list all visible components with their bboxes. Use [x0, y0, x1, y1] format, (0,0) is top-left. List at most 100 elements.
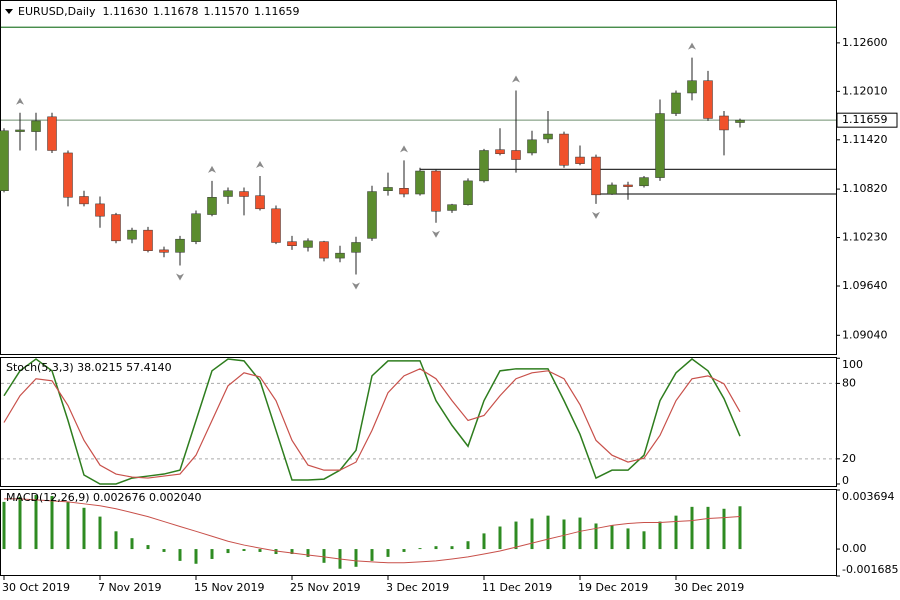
fractal-up: [208, 165, 216, 173]
macd-bar: [418, 548, 422, 550]
fractal-down: [176, 273, 184, 281]
macd-bar: [722, 508, 726, 550]
y-tick-label: 1.12010: [842, 84, 888, 97]
fractal-down: [432, 230, 440, 238]
menu-triangle[interactable]: [5, 9, 13, 14]
macd-bar: [626, 528, 630, 550]
candle-body: [207, 197, 217, 215]
macd-panel-frame: [0, 489, 837, 576]
candle-body: [287, 241, 297, 247]
macd-bar: [66, 501, 70, 550]
macd-bar: [674, 515, 678, 550]
candle-body: [415, 170, 425, 195]
high-label: 1.11678: [153, 5, 199, 18]
macd-bar: [18, 496, 22, 550]
macd-bar: [50, 495, 54, 550]
macd-bar: [162, 549, 166, 552]
candle-body: [591, 156, 601, 196]
candle-body: [319, 241, 329, 259]
y-tick-label: 20: [842, 452, 856, 465]
candle-body: [47, 116, 57, 151]
y-tick-label: 0.00: [842, 542, 867, 555]
macd-bar: [274, 549, 278, 555]
candle-body: [63, 152, 73, 198]
candle-body: [383, 187, 393, 191]
macd-bar: [402, 549, 406, 552]
macd-bar: [434, 546, 438, 550]
macd-bar: [610, 525, 614, 550]
indicator-line: [3, 368, 741, 479]
fractal-down: [352, 282, 360, 290]
macd-bar: [98, 516, 102, 550]
candle-body: [639, 177, 649, 187]
candle-body: [367, 191, 377, 239]
candle-body: [543, 133, 553, 140]
macd-bar: [226, 549, 230, 554]
candle-body: [719, 115, 729, 131]
macd-bar: [258, 549, 262, 552]
y-tick-label: 1.09640: [842, 279, 888, 292]
candle-body: [175, 238, 185, 253]
candle-body: [527, 139, 537, 154]
candle-body: [351, 242, 361, 253]
candle-body: [495, 149, 505, 155]
macd-bar: [450, 546, 454, 550]
macd-bar: [642, 531, 646, 550]
candle-body: [463, 180, 473, 205]
x-tick-label: 7 Nov 2019: [98, 581, 161, 594]
x-tick-label: 11 Dec 2019: [482, 581, 552, 594]
candle-body: [0, 130, 9, 191]
symbol-title: EURUSD,Daily: [18, 5, 96, 18]
macd-bar: [594, 523, 598, 550]
candle-body: [399, 188, 409, 195]
candle-body: [271, 208, 281, 243]
macd-title: MACD(12,26,9) 0.002676 0.002040: [6, 491, 202, 504]
x-tick-label: 30 Dec 2019: [674, 581, 744, 594]
candle-body: [511, 150, 521, 160]
macd-bar: [514, 521, 518, 550]
fractal-up: [688, 42, 696, 50]
candle-body: [143, 229, 153, 251]
candle-body: [703, 80, 713, 119]
candle-body: [127, 229, 137, 240]
stoch-title: Stoch(5,3,3) 38.0215 57.4140: [6, 361, 172, 374]
chart-header: EURUSD,Daily 1.11630 1.11678 1.11570 1.11659: [18, 5, 299, 18]
macd-bar: [386, 549, 390, 557]
candle-body: [15, 129, 25, 132]
close-label: 1.11659: [254, 5, 300, 18]
y-tick-label: -0.001685: [842, 563, 898, 576]
macd-bar: [34, 495, 38, 550]
macd-bar: [498, 526, 502, 550]
macd-bar: [658, 521, 662, 550]
candle-body: [671, 92, 681, 114]
stoch-panel-frame: [0, 357, 837, 487]
macd-bar: [354, 549, 358, 567]
macd-bar: [146, 545, 150, 550]
macd-bar: [306, 549, 310, 557]
candle-body: [607, 184, 617, 195]
macd-bar: [194, 549, 198, 564]
macd-bar: [210, 549, 214, 559]
macd-bar: [562, 519, 566, 550]
y-tick-label: 0.003694: [842, 490, 895, 503]
x-tick-label: 15 Nov 2019: [194, 581, 264, 594]
y-tick-label: 1.12600: [842, 36, 888, 49]
open-label: 1.11630: [102, 5, 148, 18]
x-tick-label: 30 Oct 2019: [2, 581, 70, 594]
macd-bar: [130, 538, 134, 550]
price-label: 1.11659: [842, 113, 888, 126]
candle-body: [191, 213, 201, 242]
candle-body: [431, 170, 441, 212]
candle-body: [655, 113, 665, 178]
fractal-up: [16, 97, 24, 105]
macd-signal-line: [4, 498, 741, 564]
x-tick-label: 25 Nov 2019: [290, 581, 360, 594]
candle-body: [79, 196, 89, 205]
y-tick-label: 100: [842, 358, 863, 371]
y-tick-label: 1.10230: [842, 231, 888, 244]
macd-bar: [322, 549, 326, 563]
macd-bar: [738, 506, 742, 550]
candle-body: [335, 252, 345, 259]
y-tick-label: 1.11420: [842, 133, 888, 146]
